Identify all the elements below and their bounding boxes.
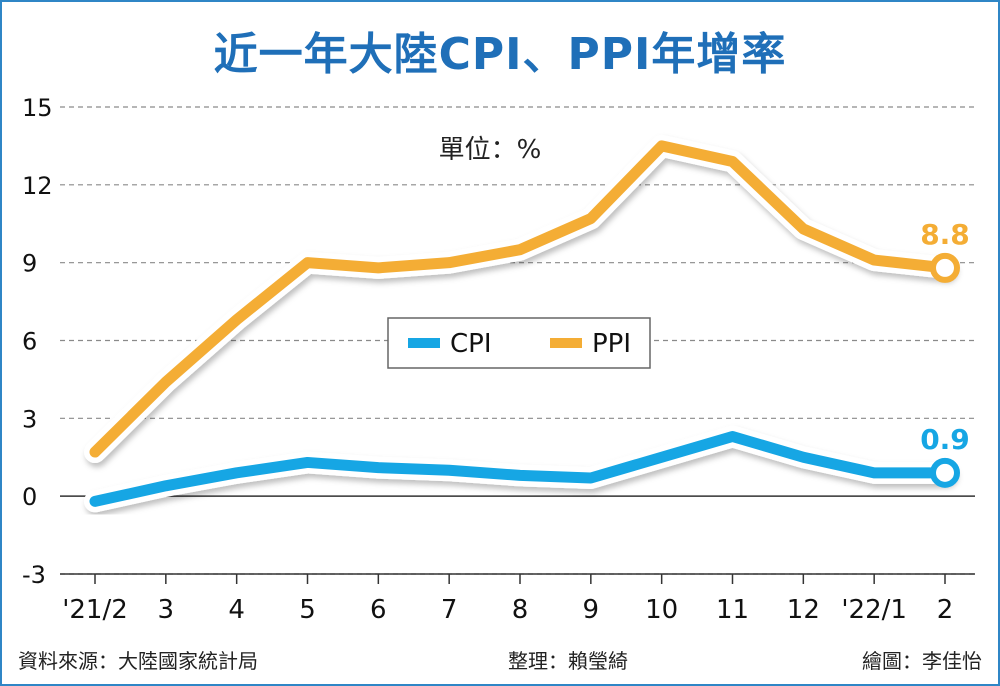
source-note: 資料來源：大陸國家統計局 bbox=[18, 649, 258, 673]
data-label-ppi: 8.8 bbox=[920, 218, 970, 251]
legend-label-cpi: CPI bbox=[450, 329, 492, 359]
x-tick-label: 11 bbox=[716, 595, 749, 625]
x-tick-label: '21/2 bbox=[62, 595, 128, 625]
x-tick-label: 2 bbox=[937, 595, 954, 625]
x-tick-label: '22/1 bbox=[841, 595, 907, 625]
legend: CPI PPI bbox=[387, 317, 651, 369]
x-tick-label: 5 bbox=[299, 595, 316, 625]
x-tick-label: 8 bbox=[512, 595, 529, 625]
editor-note: 整理：賴瑩綺 bbox=[508, 649, 628, 673]
y-tick-label: -3 bbox=[22, 561, 46, 589]
series-outline-ppi bbox=[84, 134, 956, 464]
series-outline-cpi bbox=[84, 425, 956, 513]
chart-title: 近一年大陸CPI、PPI年增率 bbox=[213, 29, 787, 80]
x-tick-label: 12 bbox=[787, 595, 820, 625]
illustrator-note: 繪圖：李佳怡 bbox=[862, 649, 982, 673]
gridlines bbox=[60, 106, 975, 575]
data-label-cpi: 0.9 bbox=[920, 423, 970, 456]
series-line-ppi bbox=[89, 140, 951, 458]
end-marker-cpi bbox=[930, 457, 960, 488]
legend-label-ppi: PPI bbox=[592, 329, 631, 359]
y-tick-label: 6 bbox=[22, 328, 37, 356]
x-tick-label: 6 bbox=[370, 595, 387, 625]
unit-label: 單位：% bbox=[439, 135, 542, 165]
legend-box bbox=[387, 317, 651, 369]
x-tick-label: 9 bbox=[583, 595, 600, 625]
y-tick-label: 3 bbox=[22, 405, 37, 433]
series-lines: 0.9 8.8 bbox=[84, 134, 970, 513]
x-tick-label: 3 bbox=[158, 595, 175, 625]
axes: -3 0 3 6 9 12 15 '21/2 3 4 5 6 7 8 9 10 11 12 '22/1 2 bbox=[22, 94, 975, 625]
x-tick-label: 10 bbox=[645, 595, 678, 625]
end-marker-ppi bbox=[930, 252, 960, 283]
y-tick-label: 15 bbox=[22, 94, 53, 122]
x-tick-label: 7 bbox=[441, 595, 458, 625]
series-line-cpi bbox=[89, 430, 951, 507]
x-tick-label: 4 bbox=[228, 595, 245, 625]
y-tick-label: 0 bbox=[22, 483, 37, 511]
y-tick-label: 9 bbox=[22, 250, 37, 278]
y-tick-label: 12 bbox=[22, 172, 53, 200]
